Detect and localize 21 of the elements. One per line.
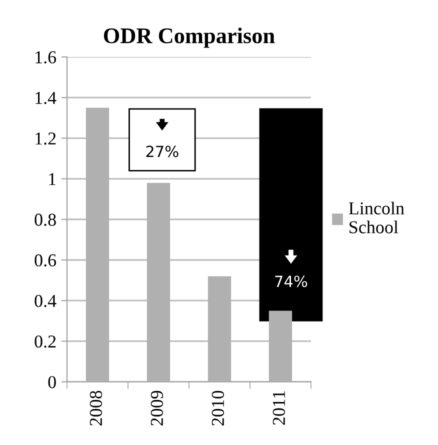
legend-label: Lincoln School (348, 202, 404, 234)
chart-title: ODR Comparison (104, 28, 275, 48)
x-tick-label: 2009 (150, 390, 164, 426)
y-tick-label: 1.2 (36, 132, 56, 145)
y-tick-label: 0.8 (34, 214, 56, 226)
y-tick-label: 0.2 (34, 335, 56, 348)
annotation: 74% (275, 276, 308, 288)
bar (208, 276, 232, 382)
x-tick-label: 2008 (90, 390, 102, 426)
bar (146, 182, 170, 382)
bar (268, 310, 292, 382)
bar (86, 108, 110, 382)
x-tick-label: 2010 (212, 390, 224, 426)
y-tick-label: 1 (49, 173, 56, 186)
y-tick-label: 1.6 (36, 51, 56, 64)
y-tick-label: 0.6 (34, 254, 56, 267)
x-tick-label: 2011 (272, 391, 286, 425)
annotation: 27% (146, 146, 178, 158)
y-tick-label: 0.4 (34, 294, 56, 308)
y-tick-label: 1.4 (36, 92, 56, 104)
y-tick-label: 0 (48, 376, 56, 388)
